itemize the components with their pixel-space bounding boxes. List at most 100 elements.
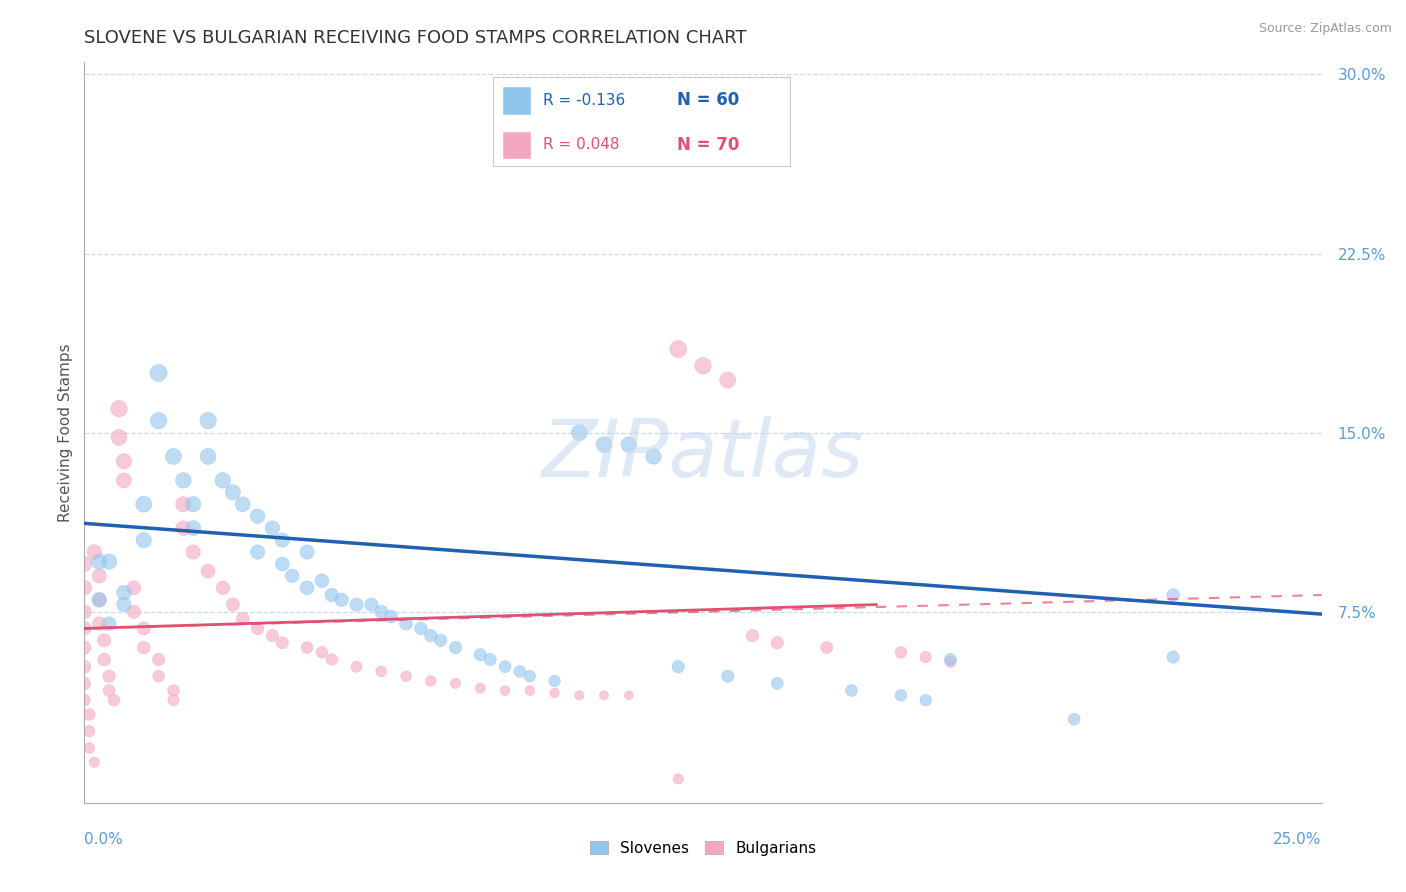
Point [766, 676, 789, 690]
Point [271, 636, 294, 650]
Point [108, 401, 131, 416]
Point [470, 648, 492, 662]
Point [172, 497, 194, 511]
Point [262, 629, 284, 643]
Point [360, 598, 382, 612]
Point [429, 633, 451, 648]
Point [346, 598, 368, 612]
Point [444, 640, 467, 655]
Point [395, 616, 418, 631]
Point [112, 474, 135, 488]
Point [212, 581, 235, 595]
Point [419, 629, 441, 643]
Point [222, 485, 245, 500]
Point [132, 533, 155, 547]
Point [1063, 712, 1085, 726]
Point [841, 683, 863, 698]
Point [568, 689, 591, 703]
Point [197, 564, 219, 578]
Point [232, 497, 254, 511]
Point [395, 669, 418, 683]
Point [181, 545, 204, 559]
Point [148, 414, 170, 428]
Point [93, 652, 115, 666]
Point [181, 521, 204, 535]
Point [543, 673, 565, 688]
Point [83, 545, 105, 559]
Point [112, 585, 135, 599]
Point [93, 633, 115, 648]
Point [112, 598, 135, 612]
Point [593, 437, 616, 451]
Point [295, 545, 318, 559]
Point [370, 605, 392, 619]
Point [380, 609, 402, 624]
Point [311, 574, 333, 588]
Text: 0.0%: 0.0% [84, 831, 124, 847]
Point [444, 676, 467, 690]
Point [271, 557, 294, 571]
Point [172, 474, 194, 488]
Point [132, 640, 155, 655]
Point [717, 373, 740, 387]
Point [89, 555, 111, 569]
Point [617, 437, 640, 451]
Point [262, 521, 284, 535]
Point [89, 592, 111, 607]
Text: Source: ZipAtlas.com: Source: ZipAtlas.com [1258, 22, 1392, 36]
Point [330, 592, 353, 607]
Point [321, 588, 343, 602]
Point [1161, 650, 1184, 665]
Point [617, 689, 640, 703]
Point [666, 772, 689, 786]
Text: SLOVENE VS BULGARIAN RECEIVING FOOD STAMPS CORRELATION CHART: SLOVENE VS BULGARIAN RECEIVING FOOD STAM… [84, 29, 747, 47]
Point [519, 683, 541, 698]
Point [132, 622, 155, 636]
Point [666, 659, 689, 673]
Point [212, 474, 235, 488]
Point [543, 686, 565, 700]
Point [132, 497, 155, 511]
Point [1161, 588, 1184, 602]
Point [103, 693, 125, 707]
Point [509, 665, 531, 679]
Point [112, 454, 135, 468]
Point [197, 414, 219, 428]
Point [494, 683, 516, 698]
Point [295, 581, 318, 595]
Point [73, 581, 96, 595]
Point [914, 650, 936, 665]
Point [122, 581, 145, 595]
Point [692, 359, 714, 373]
Point [122, 605, 145, 619]
Point [281, 569, 304, 583]
Point [162, 450, 184, 464]
Point [815, 640, 838, 655]
Y-axis label: Receiving Food Stamps: Receiving Food Stamps [58, 343, 73, 522]
Point [311, 645, 333, 659]
Point [73, 640, 96, 655]
Point [246, 622, 269, 636]
Point [914, 693, 936, 707]
Point [643, 450, 665, 464]
Point [73, 622, 96, 636]
Point [162, 683, 184, 698]
Point [108, 430, 131, 444]
Point [172, 521, 194, 535]
Point [89, 569, 111, 583]
Point [271, 533, 294, 547]
Point [939, 655, 962, 669]
Point [83, 755, 105, 769]
Point [73, 605, 96, 619]
Point [568, 425, 591, 440]
Point [148, 652, 170, 666]
Point [890, 645, 912, 659]
Point [98, 616, 121, 631]
Point [568, 127, 591, 141]
Point [370, 665, 392, 679]
Point [494, 659, 516, 673]
Point [246, 509, 269, 524]
Point [470, 681, 492, 695]
Point [890, 689, 912, 703]
Point [666, 342, 689, 356]
